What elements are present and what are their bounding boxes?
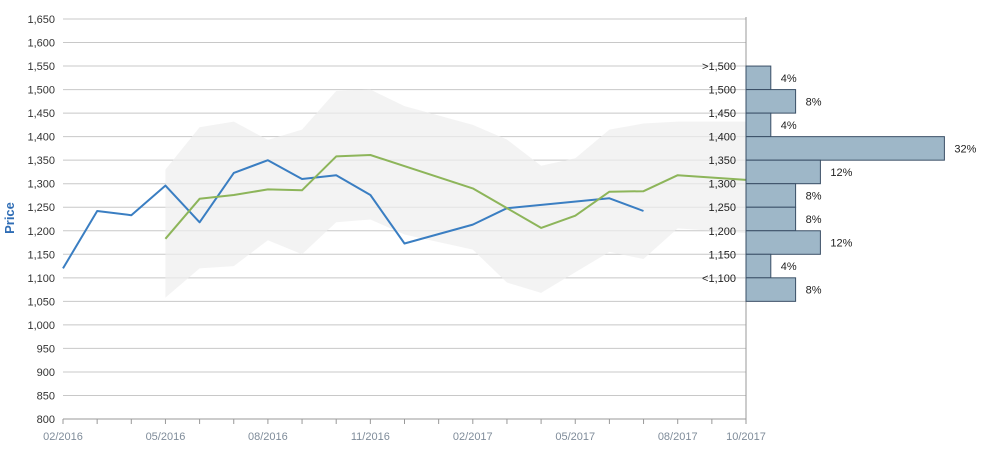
histogram-percent-label: 4% [781, 261, 797, 273]
histogram-percent-label: 12% [830, 167, 852, 179]
y-tick-label: 1,600 [27, 38, 55, 50]
histogram-bin-label: 1,200 [708, 226, 736, 238]
y-tick-label: 1,400 [27, 132, 55, 144]
y-tick-label: 900 [37, 367, 55, 379]
y-axis-label: Price [2, 202, 17, 234]
histogram-bar [745, 136, 945, 161]
y-tick-label: 1,150 [27, 249, 55, 261]
x-tick-label: 02/2016 [43, 431, 83, 443]
histogram-bar [745, 183, 797, 208]
x-tick-label: 08/2016 [248, 431, 288, 443]
y-tick-label: 1,500 [27, 85, 55, 97]
x-tick-label: 08/2017 [658, 431, 698, 443]
x-tick-label: 11/2016 [351, 431, 390, 443]
x-tick-labels: 02/2016 05/2016 08/2016 11/2016 02/2017 05/20… [43, 431, 766, 443]
histogram-bin-label: 1,350 [708, 155, 736, 167]
band-area [165, 89, 746, 298]
histogram-bar [745, 89, 797, 114]
histogram-percent-label: 4% [781, 73, 797, 85]
y-tick-label: 800 [37, 414, 55, 426]
x-tick-label: 02/2017 [453, 431, 493, 443]
y-tick-label: 950 [37, 343, 55, 355]
histogram-percent-label: 8% [806, 214, 822, 226]
histogram-bin-label: 1,450 [708, 108, 736, 120]
x-tick-label: 10/2017 [726, 431, 766, 443]
histogram-bin-label: 1,500 [708, 85, 736, 97]
histogram-percent-label: 8% [806, 190, 822, 202]
histogram-bar [745, 277, 797, 302]
histogram-bar [745, 206, 797, 232]
y-tick-label: 1,050 [27, 296, 55, 308]
histogram-bar [745, 230, 821, 255]
y-tick-label: 1,200 [27, 226, 55, 238]
histogram-percent-label: 8% [806, 96, 822, 108]
histogram-bar [745, 65, 772, 91]
histogram-bin-label: <1,100 [702, 273, 736, 285]
y-tick-label: 1,000 [27, 320, 55, 332]
y-tick-label: 1,250 [27, 202, 55, 214]
range-band [165, 89, 746, 298]
y-tick-label: 1,350 [27, 155, 55, 167]
histogram-bin-label: 1,300 [708, 179, 736, 191]
y-tick-label: 850 [37, 390, 55, 402]
y-tick-labels: 1,650 1,600 1,550 1,500 1,450 1,400 1,350 1,300… [27, 14, 55, 426]
y-tick-label: 1,300 [27, 179, 55, 191]
histogram-bar [745, 112, 772, 138]
histogram-percent-label: 12% [830, 238, 852, 250]
histogram-bin-label: 1,150 [708, 249, 736, 261]
histogram: >1,500 4% 1,500 8% 1,450 4% 1,400 32% 1,350 12% 1,… [702, 61, 977, 302]
series-blue-line [62, 159, 644, 269]
histogram-bin-label: 1,400 [708, 132, 736, 144]
histogram-percent-label: 4% [781, 120, 797, 132]
series-lines [62, 154, 747, 269]
histogram-bin-label: 1,250 [708, 202, 736, 214]
y-tick-label: 1,100 [27, 273, 55, 285]
y-tick-label: 1,550 [27, 61, 55, 73]
series-green-line [164, 154, 747, 240]
x-tick-label: 05/2016 [146, 431, 186, 443]
histogram-percent-label: 32% [954, 143, 976, 155]
histogram-bar [745, 253, 772, 279]
y-tick-label: 1,650 [27, 14, 55, 26]
histogram-bar [745, 159, 821, 185]
histogram-bin-label: >1,500 [702, 61, 736, 73]
y-tick-label: 1,450 [27, 108, 55, 120]
histogram-percent-label: 8% [806, 285, 822, 297]
x-tick-label: 05/2017 [555, 431, 595, 443]
